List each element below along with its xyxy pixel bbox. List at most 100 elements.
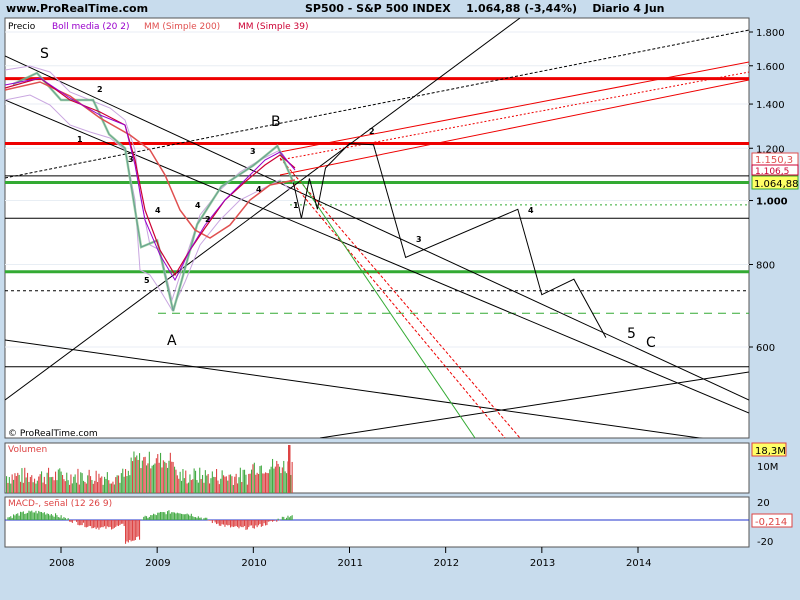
volume-bar	[274, 466, 276, 493]
macd-bar	[165, 514, 167, 520]
macd-bar	[120, 520, 122, 524]
macd-bar	[273, 520, 275, 521]
macd-bar	[267, 520, 269, 522]
macd-bar	[143, 516, 145, 520]
macd-bar	[235, 520, 237, 527]
volume-bar	[133, 451, 135, 493]
macd-bar	[127, 520, 129, 543]
volume-bar	[221, 470, 223, 493]
volume-bar	[27, 472, 29, 493]
macd-bar	[126, 520, 128, 542]
time-axis-tick: 2012	[434, 558, 459, 569]
volume-bar	[263, 473, 265, 493]
macd-bar	[91, 520, 93, 529]
macd-bar	[270, 520, 272, 521]
macd-bar	[55, 513, 57, 520]
volume-bar	[249, 473, 251, 493]
macd-bar	[288, 517, 290, 520]
macd-bar	[139, 520, 141, 540]
macd-bar	[204, 517, 206, 520]
macd-bar	[192, 516, 194, 520]
legend-price: Precio	[8, 22, 36, 32]
macd-bar	[246, 520, 248, 530]
price-axis-tick: 1.600	[756, 62, 785, 73]
macd-bar	[193, 517, 195, 520]
macd-bar	[196, 517, 198, 520]
macd-bar	[78, 520, 80, 526]
macd-bar	[210, 520, 212, 521]
macd-bar	[41, 511, 43, 520]
macd-bar	[87, 520, 89, 527]
macd-bar	[39, 511, 41, 520]
volume-bar	[213, 476, 215, 493]
volume-bar	[22, 482, 24, 493]
macd-bar	[115, 520, 117, 527]
macd-bar	[154, 514, 156, 520]
price-tags: 1.150,3 1.106,5 1.064,88	[751, 152, 799, 190]
volume-bar	[203, 482, 205, 493]
macd-bar	[118, 520, 120, 527]
volume-bar	[265, 472, 267, 493]
volume-bar	[253, 462, 255, 493]
volume-bar	[280, 473, 282, 493]
macd-bar	[276, 520, 278, 522]
wave-label-s: S	[40, 46, 49, 62]
volume-bar	[165, 463, 167, 493]
volume-bar	[76, 482, 78, 493]
site-url[interactable]: www.ProRealTime.com	[6, 2, 149, 15]
macd-bar	[220, 520, 222, 526]
volume-bar	[174, 466, 176, 493]
volume-bar	[116, 475, 118, 493]
macd-bar	[186, 513, 188, 520]
macd-bar	[256, 520, 258, 528]
volume-bar	[147, 463, 149, 493]
macd-bar	[56, 515, 58, 520]
macd-bar	[269, 520, 271, 522]
macd-bar	[52, 515, 54, 520]
macd-bar	[11, 517, 13, 520]
macd-panel	[4, 496, 750, 548]
volume-bar	[69, 484, 71, 493]
macd-bar	[263, 520, 265, 524]
macd-bar	[77, 520, 79, 525]
volume-bar	[171, 461, 173, 493]
volume-bar	[32, 482, 34, 493]
macd-bar	[43, 512, 45, 520]
macd-bar	[101, 520, 103, 528]
volume-bar	[241, 481, 243, 493]
volume-bar	[246, 484, 248, 493]
wave-label-b: B	[271, 114, 281, 130]
volume-bar	[15, 476, 17, 493]
volume-bar	[179, 471, 181, 493]
volume-bar	[24, 467, 26, 493]
volume-bar	[181, 480, 183, 493]
volume-bar	[6, 476, 8, 493]
volume-bar	[260, 465, 262, 493]
volume-bar	[277, 463, 279, 493]
macd-bar	[178, 513, 180, 520]
macd-bar	[265, 520, 267, 526]
volume-bar	[210, 478, 212, 493]
volume-bar	[178, 478, 180, 493]
volume-bar	[189, 474, 191, 493]
macd-bar	[199, 517, 201, 520]
macd-tick-bottom: -20	[757, 537, 773, 548]
macd-bar	[216, 520, 218, 525]
volume-bar	[109, 483, 111, 493]
macd-bar	[224, 520, 226, 527]
volume-bar	[202, 474, 204, 493]
time-axis-tick: 2008	[49, 558, 74, 569]
macd-bar	[57, 517, 59, 520]
volume-bar	[90, 476, 92, 493]
macd-bar	[95, 520, 97, 530]
last-price-tag: 1.064,88	[754, 179, 799, 190]
macd-bar	[49, 515, 51, 520]
volume-bar	[113, 484, 115, 493]
volume-bar	[195, 470, 197, 493]
volume-bar	[232, 484, 234, 493]
volume-bar	[272, 458, 274, 493]
volume-bar	[120, 473, 122, 493]
macd-bar	[109, 520, 111, 527]
macd-bar	[183, 514, 185, 520]
